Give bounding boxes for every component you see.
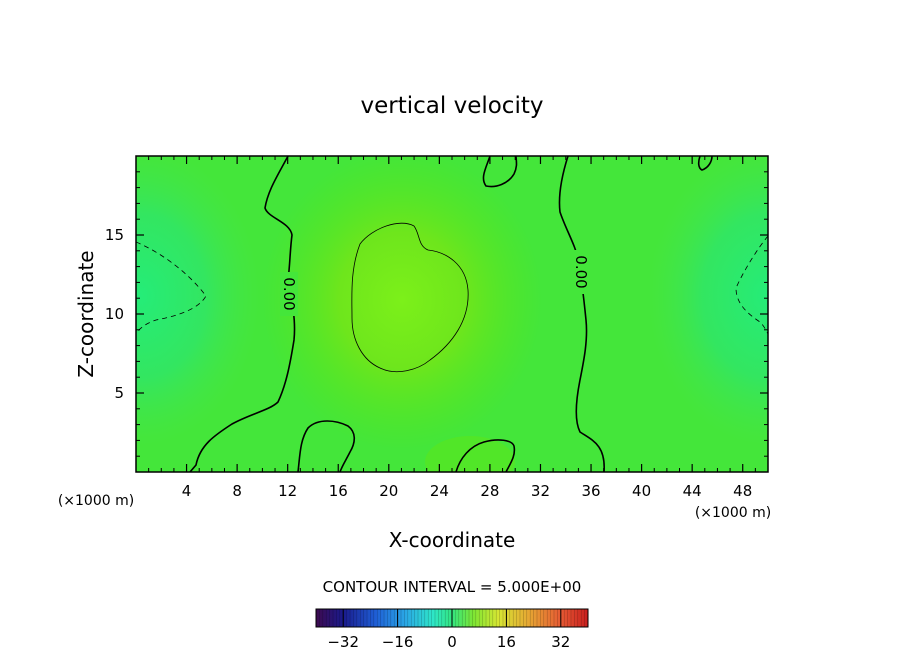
positive-contour <box>351 222 469 373</box>
negative-region-right <box>648 156 768 446</box>
zero-contour-mid <box>558 156 605 472</box>
negative-region-left <box>136 156 260 446</box>
colorbar: −32 −16 0 16 32 <box>315 608 589 651</box>
contour-label-left: 0.00 <box>280 272 298 316</box>
x-tick-label: 12 <box>278 482 297 500</box>
zero-contour-bottommid <box>455 439 516 472</box>
x-tick-label: 32 <box>531 482 550 500</box>
x-tick-label: 16 <box>329 482 348 500</box>
colorbar-tick-label: −32 <box>327 633 359 651</box>
y-tick-label: 5 <box>114 384 124 402</box>
positive-region <box>262 156 542 450</box>
x-tick-label: 28 <box>480 482 499 500</box>
x-tick-label: 44 <box>683 482 702 500</box>
y-tick-label: 10 <box>105 305 124 323</box>
x-tick-label: 40 <box>632 482 651 500</box>
positive-region-bottom <box>425 436 515 472</box>
colorbar-tick-label: 32 <box>551 633 570 651</box>
contour-label-left-text: 0.00 <box>280 277 298 310</box>
x-axis-label: X-coordinate <box>389 528 516 552</box>
contour-interval: CONTOUR INTERVAL = 5.000E+00 <box>323 578 582 596</box>
colorbar-tick-label: −16 <box>382 633 414 651</box>
z-unit-label: (×1000 m) <box>58 493 134 509</box>
x-axis: 4 8 12 16 20 24 28 32 36 40 44 48 <box>148 156 756 500</box>
contour-field: 0.00 0.00 <box>136 156 768 472</box>
negative-contour-left <box>136 241 207 335</box>
x-tick-label: 4 <box>182 482 192 500</box>
y-axis-label: Z-coordinate <box>74 250 98 377</box>
x-tick-label: 8 <box>232 482 242 500</box>
zero-contour-bottomleft <box>297 420 356 472</box>
x-tick-label: 36 <box>581 482 600 500</box>
zero-contour-topmid <box>482 156 518 188</box>
x-tick-label: 20 <box>379 482 398 500</box>
x-tick-label: 24 <box>430 482 449 500</box>
colorbar-ticks: −32 −16 0 16 32 <box>327 609 570 651</box>
zero-contour-topright <box>697 156 713 171</box>
zero-contour-left <box>189 156 296 472</box>
negative-contour-right <box>735 235 768 335</box>
x-unit-label: (×1000 m) <box>695 505 771 521</box>
y-axis: 5 10 15 <box>105 171 768 457</box>
y-tick-label: 15 <box>105 226 124 244</box>
colorbar-tick-label: 16 <box>497 633 516 651</box>
contour-label-mid: 0.00 <box>572 250 590 294</box>
contour-label-mid-text: 0.00 <box>572 255 590 288</box>
x-tick-label: 48 <box>733 482 752 500</box>
colorbar-tick-label: 0 <box>447 633 457 651</box>
chart-title: vertical velocity <box>361 93 544 119</box>
